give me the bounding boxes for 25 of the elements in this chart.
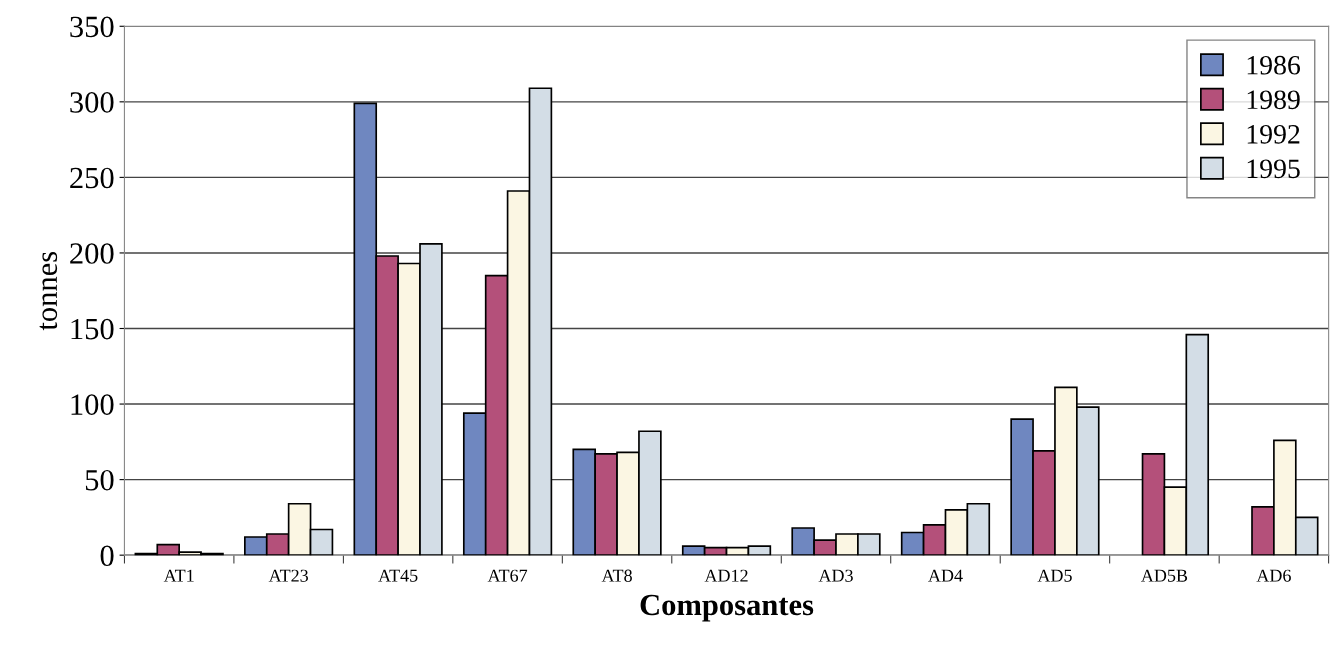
x-tick-label: AT45 (378, 569, 418, 582)
x-tick-label: AD6 (1256, 569, 1291, 582)
y-tick-label: 50 (85, 469, 114, 491)
y-tick-label: 250 (70, 167, 114, 189)
x-axis-title: Composantes (640, 594, 814, 622)
x-tick-label: AD4 (928, 569, 963, 582)
x-tick-label: AD3 (818, 569, 853, 582)
x-tick-label: AD12 (704, 569, 748, 582)
y-tick-label: 200 (70, 243, 114, 264)
y-tick-label: 300 (70, 92, 114, 113)
y-axis-title: tonnes (39, 251, 58, 331)
x-tick-label: AD5 (1037, 569, 1072, 582)
x-tick-label: AT23 (268, 569, 308, 582)
x-tick-label: AT1 (163, 569, 194, 582)
legend-label: 1992 (1247, 125, 1300, 144)
x-tick-label: AD5B (1141, 569, 1188, 582)
y-tick-label: 100 (71, 394, 114, 415)
x-tick-label: AT67 (487, 569, 528, 582)
y-tick-label: 350 (70, 16, 114, 38)
legend-label: 1986 (1247, 55, 1301, 75)
legend-label: 1989 (1247, 90, 1300, 110)
x-tick-label: AT8 (601, 569, 632, 582)
y-tick-label: 0 (100, 545, 114, 567)
y-tick-label: 150 (71, 318, 114, 340)
legend-label: 1995 (1247, 159, 1300, 179)
